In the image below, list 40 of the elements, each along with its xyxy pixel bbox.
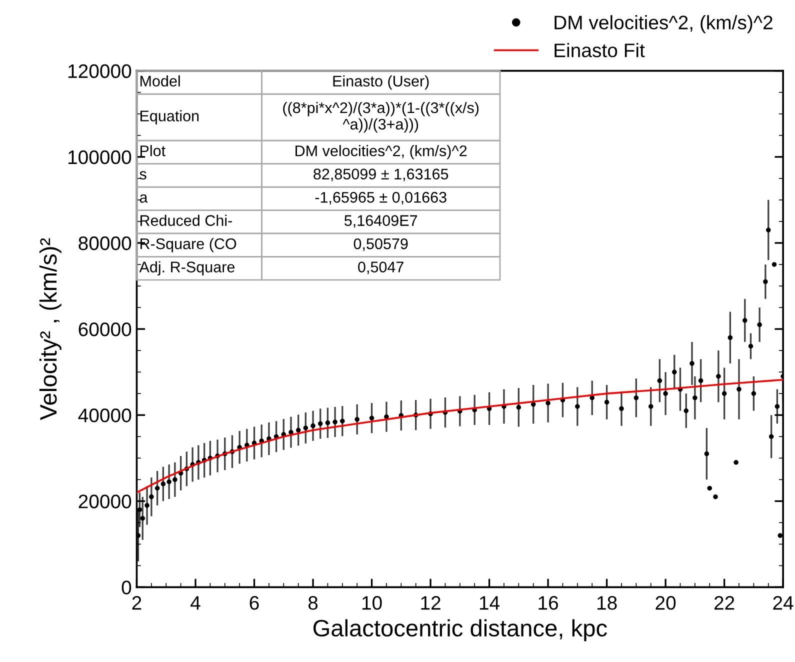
annotation: Adj. R-Square [139, 261, 235, 276]
annotation: Model [140, 75, 180, 87]
annotation: 5,16409E7 [344, 215, 418, 228]
y-tick-label: 80000 [78, 236, 132, 250]
annotation: -1,65965 ± 0,01663 [315, 192, 446, 205]
annotation: ((8*pi*x^2)/(3*a))*(1-((3*((x/s) ^a))/(3+a))) [283, 102, 479, 133]
annotation: Reduced Chi- [140, 214, 232, 226]
y-tick-label: 0 [122, 580, 132, 594]
legend-label: DM velocities^2, (km/s)^2 [554, 15, 772, 34]
annotation: R-Square (CO [140, 238, 236, 252]
x-tick-label: 2 [132, 596, 142, 610]
x-tick-label: 14 [480, 596, 500, 610]
x-tick-label: 4 [190, 596, 200, 610]
x-tick-label: 6 [250, 596, 259, 610]
x-tick-label: 22 [714, 596, 734, 610]
x-tick-label: 10 [362, 596, 382, 610]
annotation: s [140, 171, 146, 180]
annotation: 0,5047 [358, 262, 404, 274]
legend-label: Einasto Fit [554, 42, 645, 58]
annotation: Einasto (User) [333, 75, 429, 90]
y-axis-title: Velocity² , (km/s)² [39, 238, 62, 420]
x-tick-label: 12 [421, 596, 440, 610]
x-tick-label: 8 [308, 596, 318, 610]
y-tick-label: 60000 [78, 322, 132, 336]
x-tick-label: 20 [656, 596, 676, 610]
y-tick-label: 120000 [68, 64, 132, 78]
y-tick-label: 40000 [78, 408, 132, 422]
y-tick-label: 20000 [78, 494, 132, 508]
y-tick-label: 100000 [68, 150, 132, 164]
x-tick-label: 16 [538, 596, 558, 610]
annotation: Equation [140, 110, 199, 124]
annotation: 82,85099 ± 1,63165 [314, 168, 448, 182]
annotation: 0,50579 [354, 238, 408, 252]
annotation: a [140, 194, 148, 203]
x-tick-label: 24 [773, 596, 794, 610]
x-tick-label: 18 [597, 596, 617, 610]
annotation: DM velocities^2, (km/s)^2 [296, 145, 467, 160]
x-axis-title: Galactocentric distance, kpc [313, 619, 607, 642]
line-series [136, 378, 784, 494]
annotation: Plot [140, 145, 166, 156]
